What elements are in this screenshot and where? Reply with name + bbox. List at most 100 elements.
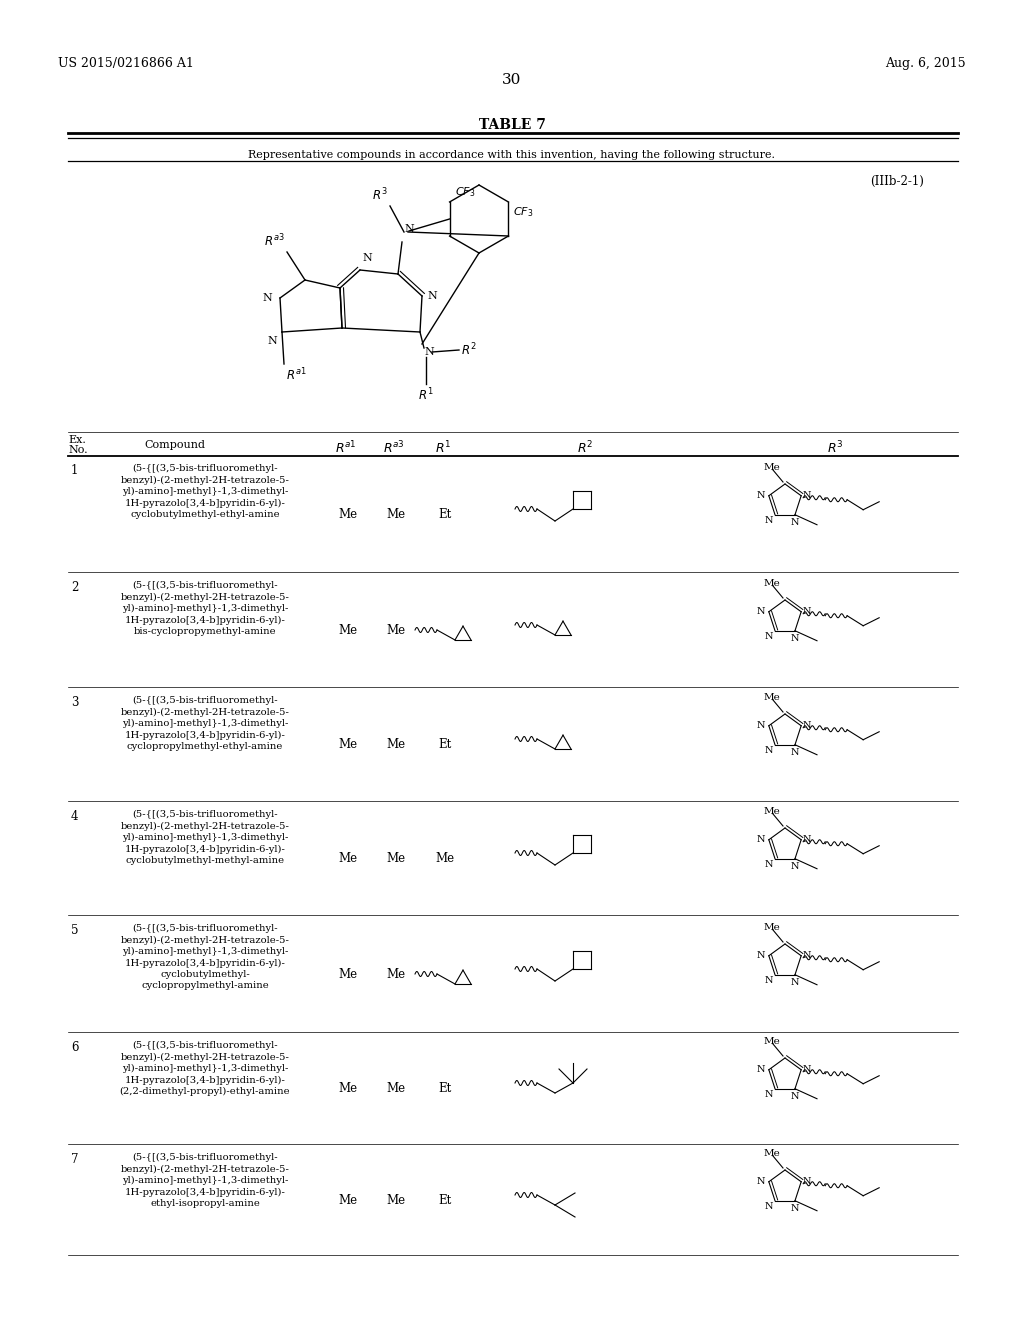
Text: N: N xyxy=(765,977,773,985)
Text: N: N xyxy=(262,293,272,304)
Text: N: N xyxy=(791,634,800,643)
Text: Me: Me xyxy=(386,507,406,520)
Text: Ex.: Ex. xyxy=(68,436,86,445)
Text: $R^{a1}$: $R^{a1}$ xyxy=(286,367,306,384)
Text: $R^{a1}$: $R^{a1}$ xyxy=(335,440,356,457)
Text: cyclobutylmethyl-methyl-amine: cyclobutylmethyl-methyl-amine xyxy=(125,855,285,865)
Text: Me: Me xyxy=(339,1193,357,1206)
Text: Me: Me xyxy=(339,738,357,751)
Text: benzyl)-(2-methyl-2H-tetrazole-5-: benzyl)-(2-methyl-2H-tetrazole-5- xyxy=(121,593,290,602)
Text: Et: Et xyxy=(438,1193,452,1206)
Text: N: N xyxy=(765,1090,773,1100)
Text: N: N xyxy=(757,952,765,960)
Text: TABLE 7: TABLE 7 xyxy=(478,117,546,132)
Text: N: N xyxy=(791,1204,800,1213)
Text: $R^{a3}$: $R^{a3}$ xyxy=(383,440,404,457)
Text: (2,2-dimethyl-propyl)-ethyl-amine: (2,2-dimethyl-propyl)-ethyl-amine xyxy=(120,1086,291,1096)
Text: 1H-pyrazolo[3,4-b]pyridin-6-yl)-: 1H-pyrazolo[3,4-b]pyridin-6-yl)- xyxy=(125,499,286,508)
Text: N: N xyxy=(765,632,773,642)
Text: 1H-pyrazolo[3,4-b]pyridin-6-yl)-: 1H-pyrazolo[3,4-b]pyridin-6-yl)- xyxy=(125,1076,286,1085)
Text: benzyl)-(2-methyl-2H-tetrazole-5-: benzyl)-(2-methyl-2H-tetrazole-5- xyxy=(121,936,290,945)
Text: N: N xyxy=(757,491,765,500)
Text: N: N xyxy=(791,1092,800,1101)
Text: $R^2$: $R^2$ xyxy=(461,342,476,358)
Text: $R^2$: $R^2$ xyxy=(577,440,593,457)
Text: $CF_3$: $CF_3$ xyxy=(513,205,534,219)
Text: yl)-amino]-methyl}-1,3-dimethyl-: yl)-amino]-methyl}-1,3-dimethyl- xyxy=(122,605,288,612)
Text: $CF_3$: $CF_3$ xyxy=(455,185,475,199)
Text: Me: Me xyxy=(339,1081,357,1094)
Text: 1H-pyrazolo[3,4-b]pyridin-6-yl)-: 1H-pyrazolo[3,4-b]pyridin-6-yl)- xyxy=(125,730,286,739)
Text: benzyl)-(2-methyl-2H-tetrazole-5-: benzyl)-(2-methyl-2H-tetrazole-5- xyxy=(121,1164,290,1173)
Text: 1H-pyrazolo[3,4-b]pyridin-6-yl)-: 1H-pyrazolo[3,4-b]pyridin-6-yl)- xyxy=(125,845,286,854)
Text: benzyl)-(2-methyl-2H-tetrazole-5-: benzyl)-(2-methyl-2H-tetrazole-5- xyxy=(121,821,290,830)
Text: Compound: Compound xyxy=(144,440,206,450)
Text: N: N xyxy=(791,978,800,987)
Text: Et: Et xyxy=(438,738,452,751)
Text: 1H-pyrazolo[3,4-b]pyridin-6-yl)-: 1H-pyrazolo[3,4-b]pyridin-6-yl)- xyxy=(125,1188,286,1197)
Text: cyclobutylmethyl-: cyclobutylmethyl- xyxy=(160,970,250,979)
Text: $R^3$: $R^3$ xyxy=(826,440,843,457)
Text: N: N xyxy=(791,519,800,527)
Text: (5-{[(3,5-bis-trifluoromethyl-: (5-{[(3,5-bis-trifluoromethyl- xyxy=(132,1041,278,1051)
Text: benzyl)-(2-methyl-2H-tetrazole-5-: benzyl)-(2-methyl-2H-tetrazole-5- xyxy=(121,475,290,484)
Text: 2: 2 xyxy=(71,581,79,594)
Text: Me: Me xyxy=(386,1081,406,1094)
Text: cyclopropylmethyl-amine: cyclopropylmethyl-amine xyxy=(141,982,269,990)
Text: $R^1$: $R^1$ xyxy=(418,387,434,404)
Text: N: N xyxy=(803,721,811,730)
Text: benzyl)-(2-methyl-2H-tetrazole-5-: benzyl)-(2-methyl-2H-tetrazole-5- xyxy=(121,1052,290,1061)
Text: Me: Me xyxy=(763,1148,780,1158)
Text: N: N xyxy=(803,1177,811,1187)
Text: 4: 4 xyxy=(71,810,79,822)
Text: $R^{a3}$: $R^{a3}$ xyxy=(264,232,285,249)
Text: N: N xyxy=(757,607,765,616)
Text: N: N xyxy=(362,253,372,263)
Text: N: N xyxy=(803,607,811,616)
Text: 5: 5 xyxy=(71,924,79,937)
Text: Et: Et xyxy=(438,507,452,520)
Text: N: N xyxy=(427,290,437,301)
Text: N: N xyxy=(803,1065,811,1074)
Text: Me: Me xyxy=(763,463,780,473)
Text: N: N xyxy=(757,1065,765,1074)
Text: 3: 3 xyxy=(71,696,79,709)
Text: Me: Me xyxy=(763,807,780,816)
Text: N: N xyxy=(757,1177,765,1187)
Text: Me: Me xyxy=(435,851,455,865)
Text: Me: Me xyxy=(339,851,357,865)
Text: 6: 6 xyxy=(71,1041,79,1053)
Text: N: N xyxy=(765,1203,773,1212)
Text: (5-{[(3,5-bis-trifluoromethyl-: (5-{[(3,5-bis-trifluoromethyl- xyxy=(132,465,278,473)
Text: Me: Me xyxy=(339,968,357,981)
Text: Me: Me xyxy=(386,968,406,981)
Text: Et: Et xyxy=(438,1081,452,1094)
Text: Me: Me xyxy=(763,693,780,702)
Text: (5-{[(3,5-bis-trifluoromethyl-: (5-{[(3,5-bis-trifluoromethyl- xyxy=(132,810,278,820)
Text: $R^1$: $R^1$ xyxy=(435,440,452,457)
Text: bis-cyclopropymethyl-amine: bis-cyclopropymethyl-amine xyxy=(134,627,276,636)
Text: N: N xyxy=(803,491,811,500)
Text: cyclopropylmethyl-ethyl-amine: cyclopropylmethyl-ethyl-amine xyxy=(127,742,284,751)
Text: 7: 7 xyxy=(71,1152,79,1166)
Text: cyclobutylmethyl-ethyl-amine: cyclobutylmethyl-ethyl-amine xyxy=(130,510,280,519)
Text: Me: Me xyxy=(386,851,406,865)
Text: N: N xyxy=(791,862,800,871)
Text: ethyl-isopropyl-amine: ethyl-isopropyl-amine xyxy=(151,1199,260,1208)
Text: Me: Me xyxy=(763,1038,780,1045)
Text: Me: Me xyxy=(339,623,357,636)
Text: Representative compounds in accordance with this invention, having the following: Representative compounds in accordance w… xyxy=(249,150,775,160)
Text: 30: 30 xyxy=(503,73,521,87)
Text: yl)-amino]-methyl}-1,3-dimethyl-: yl)-amino]-methyl}-1,3-dimethyl- xyxy=(122,1064,288,1073)
Text: No.: No. xyxy=(68,445,88,455)
Text: 1H-pyrazolo[3,4-b]pyridin-6-yl)-: 1H-pyrazolo[3,4-b]pyridin-6-yl)- xyxy=(125,958,286,968)
Text: 1H-pyrazolo[3,4-b]pyridin-6-yl)-: 1H-pyrazolo[3,4-b]pyridin-6-yl)- xyxy=(125,615,286,624)
Text: Me: Me xyxy=(763,923,780,932)
Text: (5-{[(3,5-bis-trifluoromethyl-: (5-{[(3,5-bis-trifluoromethyl- xyxy=(132,696,278,705)
Text: N: N xyxy=(404,224,414,234)
Text: N: N xyxy=(757,721,765,730)
Text: yl)-amino]-methyl}-1,3-dimethyl-: yl)-amino]-methyl}-1,3-dimethyl- xyxy=(122,833,288,842)
Text: (5-{[(3,5-bis-trifluoromethyl-: (5-{[(3,5-bis-trifluoromethyl- xyxy=(132,924,278,933)
Text: $R^3$: $R^3$ xyxy=(373,186,388,203)
Text: Aug. 6, 2015: Aug. 6, 2015 xyxy=(886,57,966,70)
